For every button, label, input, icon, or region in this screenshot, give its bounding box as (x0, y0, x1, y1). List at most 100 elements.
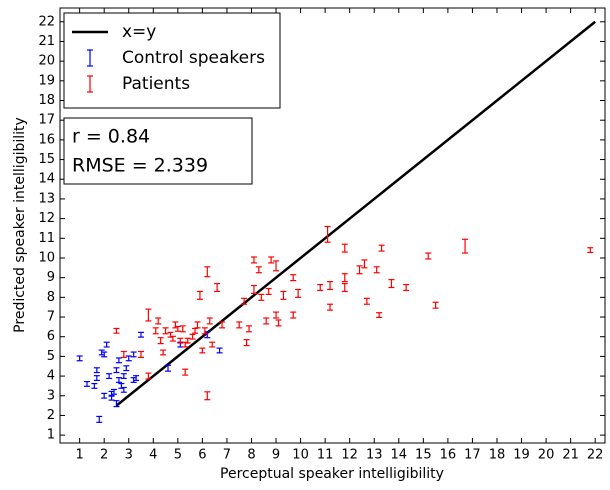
x-tick-label: 7 (223, 448, 231, 463)
error-bar (273, 311, 280, 319)
y-tick-label: 8 (47, 290, 55, 305)
x-tick-label: 19 (513, 448, 530, 463)
x-tick-label: 8 (247, 448, 255, 463)
x-tick-label: 13 (366, 448, 383, 463)
error-bar (76, 355, 83, 362)
error-bar (255, 266, 262, 274)
error-bar (101, 392, 108, 399)
x-tick-label: 17 (464, 448, 481, 463)
error-bar (111, 388, 118, 395)
x-tick-label: 9 (272, 448, 280, 463)
error-bar (250, 256, 257, 264)
error-bar (106, 373, 113, 380)
x-tick-label: 12 (341, 448, 358, 463)
x-tick-label: 4 (149, 448, 157, 463)
y-tick-label: 13 (38, 191, 55, 206)
legend-label: Patients (122, 74, 190, 94)
error-bar (133, 375, 140, 382)
x-tick-label: 15 (415, 448, 432, 463)
error-bar (165, 364, 172, 372)
x-tick-label: 6 (198, 448, 206, 463)
error-bar (236, 321, 243, 329)
error-bar (209, 341, 216, 348)
x-tick-label: 10 (292, 448, 309, 463)
error-bar (120, 386, 127, 393)
error-bar (123, 365, 130, 372)
error-bar (199, 347, 206, 354)
error-bar (179, 325, 186, 333)
error-bar (120, 350, 127, 358)
error-bar (462, 238, 469, 254)
identity-line (115, 20, 596, 407)
error-bar (246, 325, 253, 333)
y-tick-label: 5 (47, 349, 55, 364)
error-bar (169, 335, 176, 342)
error-bar (243, 339, 250, 347)
error-bar (91, 382, 98, 389)
error-bar (101, 351, 108, 358)
annotation-box (63, 117, 253, 185)
error-bar (273, 260, 280, 272)
y-tick-label: 19 (38, 73, 55, 88)
error-bar (157, 337, 164, 345)
error-bar (194, 321, 201, 329)
x-tick-label: 5 (174, 448, 182, 463)
y-tick-label: 6 (47, 329, 55, 344)
error-bar (204, 266, 211, 278)
error-bar (265, 287, 272, 295)
y-tick-label: 17 (38, 113, 55, 128)
error-bar (268, 256, 275, 264)
error-bar (115, 377, 122, 383)
error-bar (138, 331, 145, 338)
annotation: r = 0.84 (72, 126, 150, 148)
y-tick-label: 14 (38, 172, 55, 187)
y-tick-label: 1 (47, 428, 55, 443)
error-bar (113, 327, 120, 334)
error-bar (130, 351, 137, 358)
error-bar (196, 290, 203, 300)
y-tick-label: 7 (47, 310, 55, 325)
x-tick-label: 1 (75, 448, 83, 463)
error-bar (145, 372, 152, 380)
error-bar (432, 301, 439, 309)
error-bar (155, 317, 162, 325)
annotation: RMSE = 2.339 (72, 155, 208, 177)
x-tick-label: 21 (562, 448, 579, 463)
error-bar (376, 312, 383, 319)
error-bar (160, 349, 167, 356)
error-bar (184, 337, 191, 344)
error-bar (363, 297, 370, 305)
error-bar (250, 284, 257, 295)
x-tick-label: 11 (317, 448, 334, 463)
error-bar (341, 273, 348, 283)
error-bar (373, 266, 380, 274)
error-bar (241, 297, 248, 305)
legend-label: Control speakers (122, 48, 265, 68)
error-bar (201, 327, 208, 335)
y-axis-label: Predicted speaker intelligibility (12, 117, 28, 333)
error-bar (295, 288, 302, 298)
error-bar (341, 243, 348, 253)
y-tick-label: 10 (38, 250, 55, 265)
error-bar (189, 333, 196, 340)
error-bar (356, 265, 363, 275)
x-tick-label: 20 (538, 448, 555, 463)
error-bar (403, 283, 410, 292)
error-bar (280, 290, 287, 300)
error-bar (425, 252, 432, 260)
error-bar (152, 327, 159, 335)
error-bar (317, 283, 324, 292)
legend-box (63, 12, 281, 109)
x-tick-label: 18 (489, 448, 506, 463)
error-bar (290, 311, 297, 319)
error-bar (290, 274, 297, 282)
y-tick-label: 11 (38, 231, 55, 246)
legend-label: x=y (122, 22, 156, 42)
x-tick-label: 16 (440, 448, 457, 463)
legend-errorbar (87, 49, 93, 67)
error-bar (113, 367, 120, 374)
y-tick-label: 21 (38, 34, 55, 49)
error-bar (93, 367, 100, 374)
legend-errorbar (87, 75, 93, 93)
y-tick-label: 2 (47, 408, 55, 423)
